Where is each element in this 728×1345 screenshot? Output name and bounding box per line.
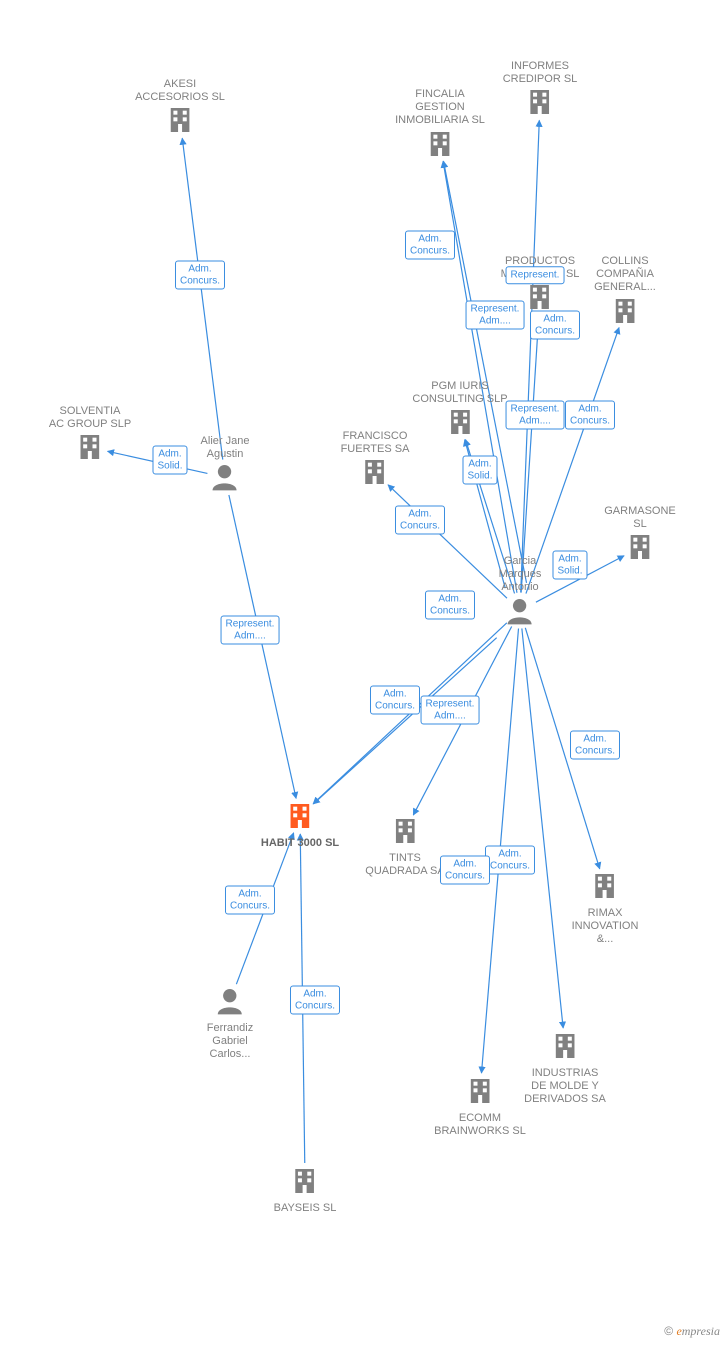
edge [481,629,518,1074]
node-francisco: FRANCISCOFUERTES SA [341,430,410,493]
edge-label: Adm.Solid. [552,551,587,580]
edge [413,627,511,816]
building-icon [424,128,456,160]
node-label: TINTSQUADRADA SA [365,852,444,878]
edge-label: Adm.Solid. [462,456,497,485]
node-label: GarciaMarquesAntonio [499,555,542,595]
edge-label: Represent.Adm.... [221,616,280,645]
node-garmasone: GARMASONE SL [596,505,684,568]
node-garcia: GarciaMarquesAntonio [499,555,542,632]
node-informes: INFORMESCREDIPOR SL [503,60,578,123]
node-pgm: PGM IURISCONSULTING SLP [412,380,507,443]
edge [229,495,296,798]
edge-label: Adm.Concurs. [175,261,225,290]
node-label: INFORMESCREDIPOR SL [503,60,578,86]
building-icon [524,86,556,118]
node-label: SOLVENTIAAC GROUP SLP [49,405,131,431]
edge-label: Adm.Concurs. [570,731,620,760]
node-ferrandiz: FerrandizGabrielCarlos... [207,985,253,1062]
node-label: AKESIACCESORIOS SL [135,78,225,104]
edge [313,623,507,804]
building-icon [289,1165,321,1197]
building-icon [624,531,656,563]
node-alier: Alier JaneAgustin [201,435,250,498]
building-icon [464,1075,496,1107]
building-icon [589,870,621,902]
edge [443,161,517,593]
edge [236,833,293,984]
node-akesi: AKESIACCESORIOS SL [135,78,225,141]
node-label: ECOMMBRAINWORKS SL [434,1112,526,1138]
node-label: HABIT 3000 SL [261,837,339,850]
edge-label: Adm.Concurs. [395,506,445,535]
node-tints: TINTSQUADRADA SA [365,815,444,878]
node-label: FerrandizGabrielCarlos... [207,1022,253,1062]
node-fincalia: FINCALIAGESTIONINMOBILIARIA SL [395,88,485,165]
building-icon [389,815,421,847]
building-icon [524,281,556,313]
edges-layer [0,0,728,1345]
node-label: FINCALIAGESTIONINMOBILIARIA SL [395,88,485,128]
building-icon [74,431,106,463]
edge [521,315,539,592]
edge-label: Adm.Concurs. [405,231,455,260]
building-icon [284,800,316,832]
node-bayseis: BAYSEIS SL [274,1165,337,1215]
node-industrias: INDUSTRIASDE MOLDE YDERIVADOS SA [524,1030,606,1107]
edge-label: Adm.Concurs. [440,856,490,885]
edge [313,638,496,804]
node-label: PRODUCTOSMERCEDES SL [501,255,580,281]
node-label: BAYSEIS SL [274,1202,337,1215]
edge-label: Represent.Adm.... [506,401,565,430]
person-icon [209,461,241,493]
person-icon [214,985,246,1017]
edge [182,138,222,459]
edge-label: Adm.Concurs. [485,846,535,875]
building-icon [359,456,391,488]
node-solventia: SOLVENTIAAC GROUP SLP [49,405,131,468]
edge-label: Adm.Concurs. [565,401,615,430]
edge [443,161,526,583]
edge [525,628,599,869]
edge-label: Adm.Concurs. [425,591,475,620]
building-icon [549,1030,581,1062]
building-icon [609,295,641,327]
node-ecomm: ECOMMBRAINWORKS SL [434,1075,526,1138]
node-label: INDUSTRIASDE MOLDE YDERIVADOS SA [524,1067,606,1107]
edge [522,628,563,1028]
node-productos: PRODUCTOSMERCEDES SL [501,255,580,318]
edge-label: Adm.Solid. [152,446,187,475]
edge [300,834,305,1163]
person-icon [504,595,536,627]
edge-label: Adm.Concurs. [290,986,340,1015]
node-rimax: RIMAXINNOVATION&... [572,870,639,947]
copyright-symbol: © [664,1324,673,1338]
edge-label: Adm.Concurs. [370,686,420,715]
node-label: GARMASONE SL [596,505,684,531]
node-label: RIMAXINNOVATION&... [572,907,639,947]
edge [521,120,540,592]
footer-copyright: © empresia [664,1324,720,1339]
node-habit: HABIT 3000 SL [261,800,339,850]
brand-rest: mpresia [682,1324,720,1338]
building-icon [444,406,476,438]
node-label: Alier JaneAgustin [201,435,250,461]
node-label: PGM IURISCONSULTING SLP [412,380,507,406]
network-diagram: AKESIACCESORIOS SL FINCALIAGESTIONINMOBI… [0,0,728,1345]
edge-label: Adm.Concurs. [225,886,275,915]
building-icon [164,104,196,136]
edge-label: Represent.Adm.... [421,696,480,725]
node-label: COLLINSCOMPAÑIAGENERAL... [594,255,656,295]
node-label: FRANCISCOFUERTES SA [341,430,410,456]
node-collins: COLLINSCOMPAÑIAGENERAL... [594,255,656,332]
edge [388,485,507,598]
